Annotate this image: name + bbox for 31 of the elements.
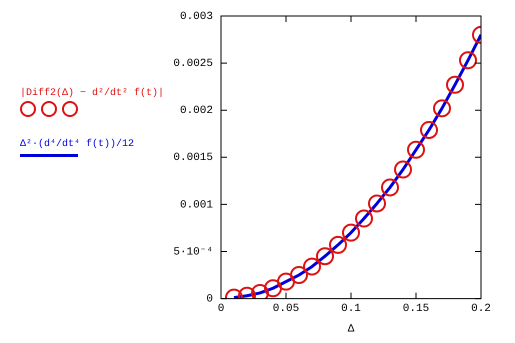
y-tick-label: 0.0015 bbox=[173, 152, 213, 164]
point bbox=[329, 236, 347, 254]
point bbox=[459, 51, 477, 70]
point bbox=[381, 178, 399, 196]
x-tick-label: 0.15 bbox=[402, 303, 430, 316]
x-tick-label: 0 bbox=[218, 303, 224, 316]
y-tick-label: 5·10⁻⁴ bbox=[173, 246, 213, 258]
y-tick-label: 0 bbox=[206, 294, 213, 306]
x-tick-label: 0.2 bbox=[471, 303, 491, 316]
y-tick-label: 0.001 bbox=[180, 199, 214, 212]
point bbox=[342, 224, 360, 242]
point bbox=[277, 272, 295, 291]
y-tick-label: 0.003 bbox=[180, 10, 213, 23]
point bbox=[420, 120, 438, 139]
point bbox=[446, 76, 464, 94]
x-tick-label: 0.05 bbox=[272, 303, 300, 316]
point bbox=[264, 279, 282, 298]
point bbox=[394, 160, 412, 179]
y-tick-label: 0.0025 bbox=[173, 58, 213, 70]
point bbox=[368, 194, 386, 212]
point bbox=[407, 140, 425, 159]
y-tick-label: 0.002 bbox=[180, 105, 213, 118]
point bbox=[316, 247, 334, 266]
x-axis-title: Δ bbox=[348, 323, 355, 336]
x-tick-label: 0.1 bbox=[341, 303, 362, 316]
text: Δ²·(d⁴/dt⁴ f(t))/12 bbox=[20, 139, 136, 150]
point bbox=[303, 258, 321, 276]
point bbox=[355, 210, 373, 228]
point bbox=[433, 99, 451, 118]
text: |Diff2(Δ) − d²/dt² f(t)| bbox=[20, 88, 166, 99]
point bbox=[290, 266, 308, 284]
